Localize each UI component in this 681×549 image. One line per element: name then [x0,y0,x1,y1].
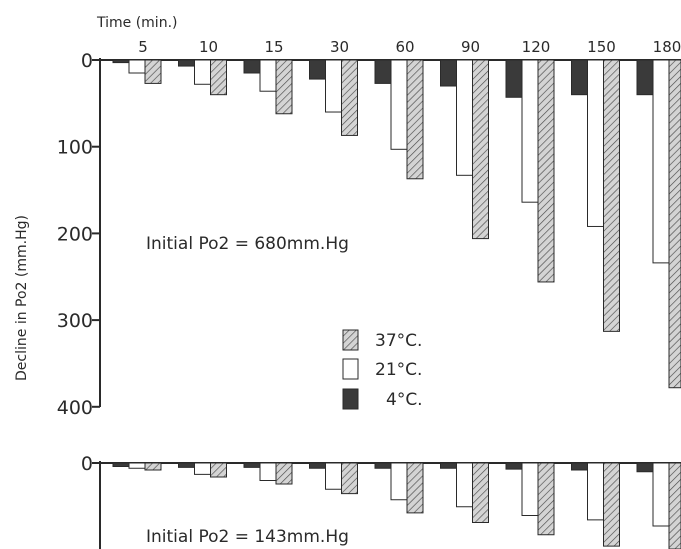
lower-bar-37c-60min [406,462,424,514]
upper-bar-37c-15min [275,59,293,115]
lower-bar-4c-180min [636,462,654,473]
upper-bar-21c-5min [128,59,146,74]
lower-bar-21c-5min [128,462,146,469]
lower-bar-21c-10min [194,462,211,475]
lower-bar-4c-30min [309,462,326,469]
upper-bar-21c-30min [325,59,342,113]
lower-bar-37c-10min [210,462,227,478]
upper-bar-37c-5min [144,59,162,84]
upper-category-label-180: 180 [653,38,681,56]
lower-bar-37c-150min [603,462,620,547]
lower-bar-4c-60min [374,462,392,469]
upper-bar-4c-10min [178,59,195,67]
lower-bar-21c-60min [390,462,408,501]
legend-label-21c: 21°C. [375,360,422,380]
lower-bar-37c-120min [537,462,555,536]
upper-category-label-5: 5 [138,38,148,56]
upper-bar-37c-30min [341,59,358,136]
lower-bar-4c-10min [178,462,195,468]
upper-bar-21c-10min [194,59,211,85]
upper-category-label-90: 90 [461,38,480,56]
upper-bar-21c-60min [390,59,408,150]
legend-label-37c: 37°C. [375,331,422,351]
upper-bar-37c-150min [603,59,620,332]
lower-bar-37c-30min [341,462,358,495]
upper-y-tick-label-300: 300 [57,310,93,332]
upper-bar-21c-90min [456,59,473,176]
legend-label-4c: 4°C. [386,390,423,410]
lower-bar-37c-15min [275,462,293,485]
upper-bar-37c-10min [210,59,227,96]
lower-bar-4c-150min [571,462,588,471]
upper-y-tick-label-200: 200 [57,223,93,245]
lower-y-tick-label-0: 0 [81,453,93,475]
upper-y-tick-label-400: 400 [57,397,93,419]
upper-category-label-150: 150 [587,38,616,56]
legend-swatch-4c [342,388,359,410]
upper-bar-4c-5min [112,59,130,64]
lower-bar-4c-90min [440,462,457,469]
lower-bar-21c-120min [521,462,539,516]
lower-bar-4c-15min [243,462,261,468]
upper-bar-4c-30min [309,59,326,80]
y-axis-title: Decline in Po2 (mm.Hg) [14,215,30,381]
upper-bar-4c-60min [374,59,392,84]
upper-bar-21c-15min [259,59,277,92]
upper-category-label-15: 15 [264,38,283,56]
upper-bar-37c-60min [406,59,424,180]
upper-bar-4c-15min [243,59,261,74]
legend-swatch-37c [342,329,359,351]
upper-bar-21c-120min [521,59,539,203]
upper-bar-4c-90min [440,59,457,87]
y-axis-title-text: Decline in Po2 (mm.Hg) [14,215,30,381]
legend: 37°C. 21°C. 4°C. [342,329,423,410]
lower-bar-4c-120min [505,462,523,470]
legend-swatch-21c [342,358,359,380]
upper-category-label-120: 120 [522,38,551,56]
upper-bar-4c-150min [571,59,588,96]
lower-bar-21c-30min [325,462,342,490]
upper-category-label-10: 10 [199,38,218,56]
lower-bar-37c-90min [472,462,489,523]
upper-bar-4c-120min [505,59,523,98]
lower-bar-21c-180min [652,462,670,527]
upper-bar-21c-180min [652,59,670,264]
upper-category-label-30: 30 [330,38,349,56]
upper-bar-37c-90min [472,59,489,240]
lower-bar-37c-5min [144,462,162,471]
lower-bar-4c-5min [112,462,130,467]
upper-bar-4c-180min [636,59,654,96]
x-axis-title: Time (min.) [96,15,178,31]
initial-po2-annotation-lower: Initial Po2 = 143mm.Hg [146,527,349,547]
upper-y-tick-label-0: 0 [81,50,93,72]
chart-marks: 0 100 200 300 400 5 10 15 30 60 90 120 150 180 0 [57,38,681,549]
upper-y-tick-label-100: 100 [57,137,93,159]
lower-bar-21c-150min [587,462,604,521]
upper-category-label-60: 60 [395,38,414,56]
upper-bar-21c-150min [587,59,604,227]
initial-po2-annotation-upper: Initial Po2 = 680mm.Hg [146,234,349,254]
lower-bar-21c-90min [456,462,473,508]
lower-bar-37c-180min [668,462,681,549]
lower-bar-21c-15min [259,462,277,481]
upper-bar-37c-180min [668,59,681,389]
upper-bar-37c-120min [537,59,555,283]
